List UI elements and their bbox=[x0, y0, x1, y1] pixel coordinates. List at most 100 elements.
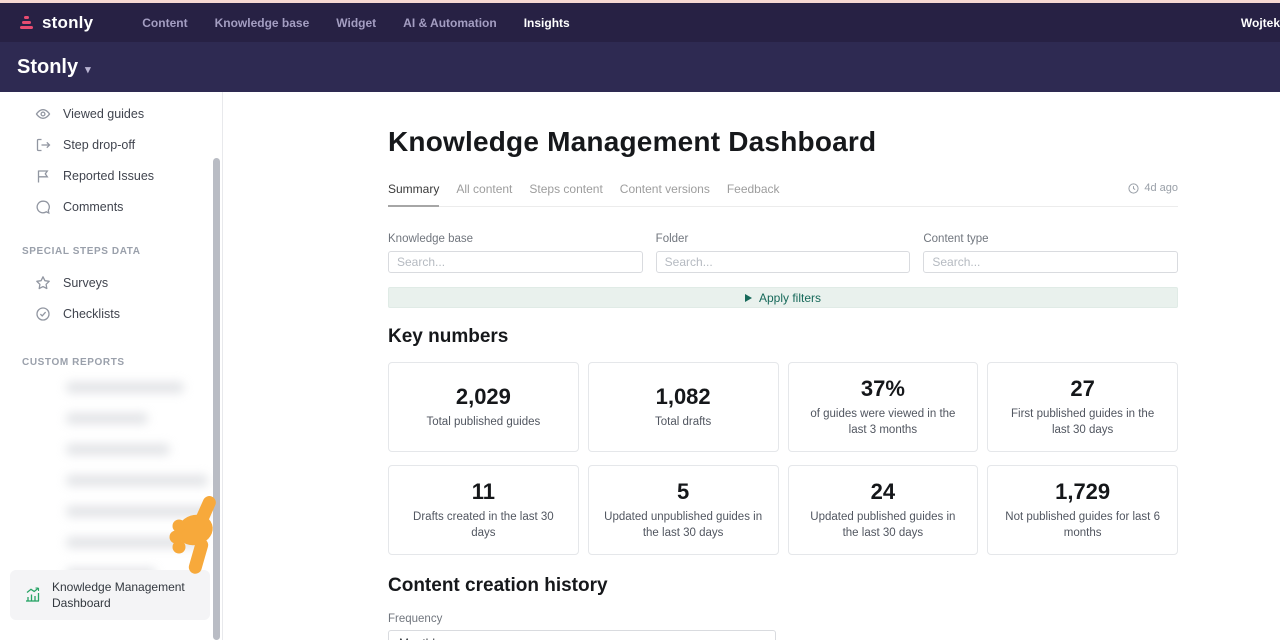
dashboard-tabs: Summary All content Steps content Conten… bbox=[388, 182, 1178, 207]
sidebar-item-label: Checklists bbox=[63, 306, 120, 321]
kpi-value: 2,029 bbox=[455, 383, 511, 409]
insights-sidebar: Viewed guides Step drop-off Reported Iss… bbox=[0, 92, 223, 640]
star-icon bbox=[35, 275, 51, 291]
brand-name: stonly bbox=[42, 12, 94, 32]
last-updated-text: 4d ago bbox=[1144, 182, 1178, 194]
sidebar-item-label: Surveys bbox=[63, 275, 109, 290]
sidebar-item-label: Viewed guides bbox=[63, 106, 145, 121]
workspace-switcher[interactable]: Stonly ▾ bbox=[17, 56, 91, 79]
tab-all-content[interactable]: All content bbox=[456, 182, 513, 196]
clock-icon bbox=[1128, 182, 1139, 194]
kpi-card-not-published-6-months: 1,729 Not published guides for last 6 mo… bbox=[987, 465, 1178, 555]
sidebar-item-label: Reported Issues bbox=[63, 168, 155, 183]
tab-summary[interactable]: Summary bbox=[388, 182, 440, 207]
knowledge-base-search-input[interactable] bbox=[388, 251, 643, 273]
key-numbers-grid: 2,029 Total published guides 1,082 Total… bbox=[388, 362, 1178, 555]
sidebar-item-reported-issues[interactable]: Reported Issues bbox=[0, 160, 222, 191]
sidebar-scrollbar[interactable] bbox=[213, 158, 220, 640]
kpi-value: 1,729 bbox=[1055, 478, 1111, 504]
sidebar-item-viewed-guides[interactable]: Viewed guides bbox=[0, 98, 222, 129]
sidebar-item-checklists[interactable]: Checklists bbox=[0, 298, 222, 329]
sidebar-section-custom-reports: CUSTOM REPORTS bbox=[22, 357, 125, 368]
kpi-label: Drafts created in the last 30 days bbox=[413, 510, 554, 539]
workspace-bar: Stonly ▾ bbox=[0, 42, 1280, 92]
nav-item-ai-automation[interactable]: AI & Automation bbox=[403, 15, 497, 30]
filter-label: Folder bbox=[655, 233, 689, 245]
redacted-report-item[interactable] bbox=[66, 475, 208, 486]
play-triangle-icon bbox=[744, 293, 752, 302]
tab-content-versions[interactable]: Content versions bbox=[619, 182, 710, 196]
kpi-value: 11 bbox=[471, 478, 495, 504]
flag-icon bbox=[35, 168, 51, 184]
kpi-label: Total published guides bbox=[426, 415, 541, 428]
tab-steps-content[interactable]: Steps content bbox=[529, 182, 603, 196]
kpi-value: 24 bbox=[870, 478, 896, 504]
browser-edge-strip bbox=[0, 0, 1280, 3]
redacted-custom-reports bbox=[66, 382, 212, 579]
kpi-card-total-drafts: 1,082 Total drafts bbox=[587, 362, 779, 452]
filter-knowledge-base: Knowledge base bbox=[388, 233, 643, 273]
kpi-card-first-published-30-days: 27 First published guides in the last 30… bbox=[987, 362, 1178, 452]
apply-filters-label: Apply filters bbox=[758, 290, 822, 305]
chevron-down-icon bbox=[755, 634, 765, 640]
filter-content-type: Content type bbox=[923, 233, 1179, 273]
folder-search-input[interactable] bbox=[655, 251, 911, 273]
top-menu: Content Knowledge base Widget AI & Autom… bbox=[142, 16, 569, 30]
filter-folder: Folder bbox=[655, 233, 911, 273]
redacted-report-item[interactable] bbox=[66, 444, 170, 455]
chevron-down-icon: ▾ bbox=[85, 63, 91, 76]
redacted-report-item[interactable] bbox=[66, 537, 204, 548]
check-circle-icon bbox=[35, 306, 51, 322]
last-updated-badge: 4d ago bbox=[1128, 182, 1178, 194]
stonly-logo-icon bbox=[20, 16, 33, 29]
filter-row: Knowledge base Folder Content type bbox=[388, 233, 1179, 273]
tab-feedback[interactable]: Feedback bbox=[726, 182, 780, 196]
kpi-label: First published guides in the last 30 da… bbox=[1011, 407, 1155, 436]
content-type-search-input[interactable] bbox=[923, 251, 1179, 273]
ukraine-flag-icon bbox=[99, 12, 112, 21]
comment-icon bbox=[35, 199, 51, 215]
stonly-logo[interactable]: stonly bbox=[18, 13, 112, 33]
content-creation-history-heading: Content creation history bbox=[388, 575, 608, 596]
filter-label: Knowledge base bbox=[388, 233, 474, 245]
kpi-card-updated-unpublished-30-days: 5 Updated unpublished guides in the last… bbox=[587, 465, 779, 555]
kpi-value: 37% bbox=[860, 375, 905, 401]
frequency-label: Frequency bbox=[388, 613, 443, 625]
sidebar-item-surveys[interactable]: Surveys bbox=[0, 267, 222, 298]
sidebar-item-label: Step drop-off bbox=[63, 137, 136, 152]
kpi-label: of guides were viewed in the last 3 mont… bbox=[810, 407, 956, 436]
kpi-card-drafts-created-30-days: 11 Drafts created in the last 30 days bbox=[388, 465, 579, 555]
frequency-select[interactable]: Monthly bbox=[388, 630, 776, 640]
kpi-value: 5 bbox=[677, 478, 690, 504]
workspace-name: Stonly bbox=[17, 55, 79, 78]
nav-item-content[interactable]: Content bbox=[142, 15, 188, 30]
report-chart-icon bbox=[24, 586, 41, 603]
step-dropoff-icon bbox=[35, 137, 51, 153]
redacted-report-item[interactable] bbox=[66, 506, 212, 517]
apply-filters-button[interactable]: Apply filters bbox=[388, 287, 1178, 308]
nav-item-knowledge-base[interactable]: Knowledge base bbox=[214, 15, 310, 30]
kpi-value: 27 bbox=[1070, 375, 1095, 401]
sidebar-item-comments[interactable]: Comments bbox=[0, 191, 222, 222]
dashboard-main: Knowledge Management Dashboard Summary A… bbox=[223, 92, 1280, 640]
top-navigation: stonly Content Knowledge base Widget AI … bbox=[0, 3, 1280, 42]
sidebar-item-knowledge-management-dashboard[interactable]: Knowledge Management Dashboard bbox=[10, 569, 210, 620]
eye-icon bbox=[35, 106, 51, 122]
kpi-card-updated-published-30-days: 24 Updated published guides in the last … bbox=[787, 465, 979, 555]
sidebar-item-label: Comments bbox=[63, 199, 124, 214]
kpi-label: Updated unpublished guides in the last 3… bbox=[604, 510, 763, 539]
kpi-value: 1,082 bbox=[655, 383, 711, 409]
nav-item-widget[interactable]: Widget bbox=[336, 15, 377, 30]
nav-item-insights[interactable]: Insights bbox=[523, 15, 570, 30]
redacted-report-item[interactable] bbox=[66, 382, 184, 393]
user-menu[interactable]: Wojtek K bbox=[1240, 15, 1280, 30]
sidebar-item-label: Knowledge Management Dashboard bbox=[52, 579, 185, 610]
kpi-label: Updated published guides in the last 30 … bbox=[810, 510, 956, 539]
sidebar-item-step-drop-off[interactable]: Step drop-off bbox=[0, 129, 222, 160]
page-title: Knowledge Management Dashboard bbox=[388, 126, 877, 157]
redacted-report-item[interactable] bbox=[66, 413, 148, 424]
kpi-card-total-published-guides: 2,029 Total published guides bbox=[388, 362, 579, 452]
filter-label: Content type bbox=[923, 233, 989, 245]
kpi-label: Total drafts bbox=[655, 415, 712, 428]
